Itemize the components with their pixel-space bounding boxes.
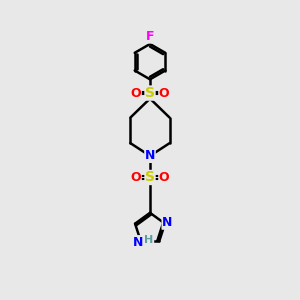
Text: S: S [145, 170, 155, 184]
Text: O: O [159, 87, 170, 100]
Text: O: O [130, 87, 141, 100]
Text: S: S [145, 86, 155, 100]
Text: N: N [145, 149, 155, 162]
Text: O: O [159, 171, 170, 184]
Text: F: F [146, 30, 154, 43]
Text: N: N [162, 216, 172, 229]
Text: N: N [133, 236, 144, 249]
Text: H: H [144, 235, 154, 245]
Text: O: O [130, 171, 141, 184]
